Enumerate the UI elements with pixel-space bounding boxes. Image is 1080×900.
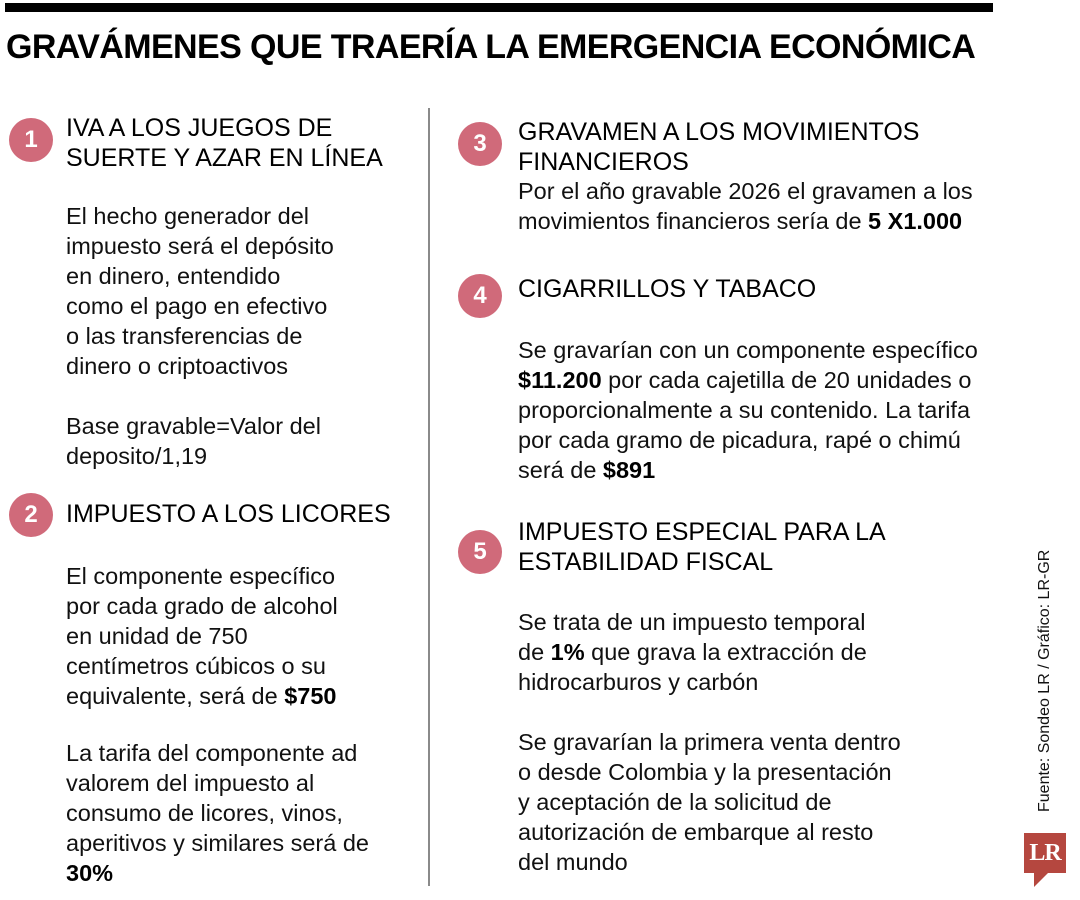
text-line: valorem del impuesto al bbox=[66, 770, 315, 796]
text-line: El hecho generador del bbox=[66, 203, 310, 229]
heading-line: IMPUESTO A LOS LICORES bbox=[66, 500, 391, 528]
column-divider bbox=[428, 108, 430, 886]
heading-line: IMPUESTO ESPECIAL PARA LA bbox=[518, 518, 886, 546]
highlight-value: $891 bbox=[602, 457, 656, 483]
item-paragraph: La tarifa del componente ad valorem del … bbox=[66, 738, 369, 888]
item-heading: CIGARRILLOS Y TABACO bbox=[518, 274, 816, 304]
text-line: impuesto será el depósito bbox=[66, 233, 334, 259]
text-line: hidrocarburos y carbón bbox=[518, 669, 759, 695]
highlight-value: 1% bbox=[550, 639, 585, 665]
highlight-value: $750 bbox=[284, 683, 337, 709]
text-line: proporcionalmente a su contenido. La tar… bbox=[518, 397, 971, 423]
item-paragraph: Se gravarían la primera venta dentro o d… bbox=[518, 727, 901, 877]
text-line: del mundo bbox=[518, 849, 628, 875]
text-line: será de $891 bbox=[518, 455, 978, 485]
number-badge: 1 bbox=[9, 118, 53, 162]
text-line: equivalente, será de $750 bbox=[66, 681, 338, 711]
text-span: que grava la extracción de bbox=[584, 639, 867, 665]
page-title: GRAVÁMENES QUE TRAERÍA LA EMERGENCIA ECO… bbox=[6, 28, 976, 66]
text-line: La tarifa del componente ad bbox=[66, 740, 358, 766]
text-line: $11.200 por cada cajetilla de 20 unidade… bbox=[518, 365, 978, 395]
text-span: movimientos financieros sería de bbox=[518, 208, 869, 234]
text-line: Se gravarían la primera venta dentro bbox=[518, 729, 901, 755]
item-heading: GRAVAMEN A LOS MOVIMIENTOS FINANCIEROS bbox=[518, 117, 919, 177]
item-paragraph: El hecho generador del impuesto será el … bbox=[66, 201, 334, 381]
text-line: o las transferencias de bbox=[66, 323, 303, 349]
text-line: por cada gramo de picadura, rapé o chimú bbox=[518, 427, 961, 453]
text-line: en dinero, entendido bbox=[66, 263, 281, 289]
text-span: equivalente, será de bbox=[66, 683, 285, 709]
text-line: 30% bbox=[66, 858, 369, 888]
item-paragraph: Por el año gravable 2026 el gravamen a l… bbox=[518, 176, 973, 236]
text-line: dinero o criptoactivos bbox=[66, 353, 289, 379]
top-rule bbox=[5, 3, 993, 12]
text-line: por cada grado de alcohol bbox=[66, 593, 338, 619]
text-line: deposito/1,19 bbox=[66, 443, 208, 469]
text-line: Se gravarían con un componente específic… bbox=[518, 337, 978, 363]
number-badge: 3 bbox=[458, 122, 502, 166]
text-line: Por el año gravable 2026 el gravamen a l… bbox=[518, 178, 973, 204]
text-line: de 1% que grava la extracción de bbox=[518, 637, 867, 667]
text-line: autorización de embarque al resto bbox=[518, 819, 874, 845]
text-line: y aceptación de la solicitud de bbox=[518, 789, 832, 815]
item-paragraph: Base gravable=Valor del deposito/1,19 bbox=[66, 411, 321, 471]
item-paragraph: Se trata de un impuesto temporal de 1% q… bbox=[518, 607, 867, 697]
number-badge: 4 bbox=[458, 274, 502, 318]
text-line: Base gravable=Valor del bbox=[66, 413, 321, 439]
item-heading: IMPUESTO ESPECIAL PARA LA ESTABILIDAD FI… bbox=[518, 517, 886, 577]
heading-line: SUERTE Y AZAR EN LÍNEA bbox=[66, 144, 383, 172]
text-line: centímetros cúbicos o su bbox=[66, 653, 326, 679]
lr-logo-tail bbox=[1034, 873, 1048, 887]
text-span: será de bbox=[518, 457, 603, 483]
text-line: o desde Colombia y la presentación bbox=[518, 759, 892, 785]
highlight-value: $11.200 bbox=[518, 367, 602, 393]
source-credit: Fuente: Sondeo LR / Gráfico: LR-GR bbox=[1036, 549, 1053, 812]
text-line: Se trata de un impuesto temporal bbox=[518, 609, 866, 635]
text-span: de bbox=[518, 639, 551, 665]
text-line: en unidad de 750 bbox=[66, 623, 248, 649]
text-line: como el pago en efectivo bbox=[66, 293, 328, 319]
item-heading: IVA A LOS JUEGOS DE SUERTE Y AZAR EN LÍN… bbox=[66, 113, 383, 173]
heading-line: ESTABILIDAD FISCAL bbox=[518, 548, 774, 576]
text-line: aperitivos y similares será de bbox=[66, 830, 369, 856]
heading-line: CIGARRILLOS Y TABACO bbox=[518, 275, 817, 303]
text-line: El componente específico bbox=[66, 563, 336, 589]
text-line: movimientos financieros sería de 5 X1.00… bbox=[518, 206, 973, 236]
number-badge: 2 bbox=[9, 493, 53, 537]
item-paragraph: Se gravarían con un componente específic… bbox=[518, 335, 978, 485]
heading-line: GRAVAMEN A LOS MOVIMIENTOS bbox=[518, 118, 920, 146]
text-span: por cada cajetilla de 20 unidades o bbox=[601, 367, 972, 393]
heading-line: FINANCIEROS bbox=[518, 148, 689, 176]
item-paragraph: El componente específico por cada grado … bbox=[66, 561, 338, 711]
item-heading: IMPUESTO A LOS LICORES bbox=[66, 499, 391, 529]
text-line: consumo de licores, vinos, bbox=[66, 800, 343, 826]
number-badge: 5 bbox=[458, 530, 502, 574]
heading-line: IVA A LOS JUEGOS DE bbox=[66, 114, 333, 142]
lr-logo: LR bbox=[1024, 833, 1066, 873]
highlight-value: 5 X1.000 bbox=[868, 208, 963, 234]
highlight-value: 30% bbox=[66, 860, 114, 886]
